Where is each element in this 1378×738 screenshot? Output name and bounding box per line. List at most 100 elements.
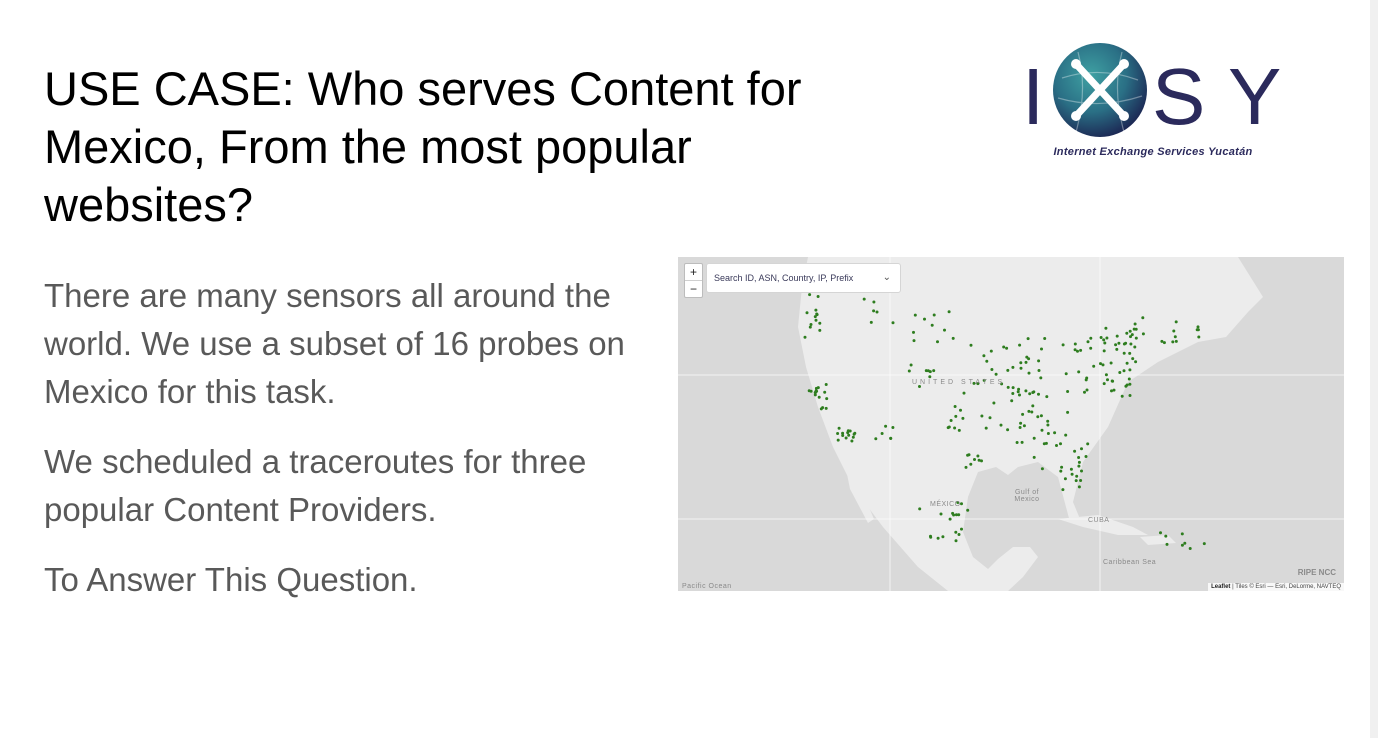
probe-dot[interactable] (851, 435, 855, 439)
probe-dot[interactable] (1114, 343, 1118, 347)
probe-dot[interactable] (976, 382, 980, 386)
probe-dot[interactable] (1129, 335, 1132, 339)
probe-dot[interactable] (980, 459, 983, 463)
probe-dot[interactable] (825, 397, 829, 401)
probe-dot[interactable] (957, 533, 961, 536)
probe-dot[interactable] (1164, 534, 1168, 538)
probe-dot[interactable] (1196, 325, 1200, 329)
probe-markers[interactable] (803, 283, 1206, 550)
probe-map[interactable]: + − ⌄ UNITED STATES MÉXICO Gulf of Mexic… (678, 257, 1344, 591)
probe-dot[interactable] (954, 539, 958, 543)
probe-dot[interactable] (1074, 479, 1078, 483)
probe-dot[interactable] (1099, 362, 1102, 366)
probe-dot[interactable] (1027, 357, 1031, 361)
probe-dot[interactable] (1103, 341, 1107, 345)
probe-dot[interactable] (1027, 371, 1031, 375)
probe-dot[interactable] (1128, 382, 1132, 386)
probe-dot[interactable] (992, 401, 996, 405)
probe-dot[interactable] (880, 432, 884, 435)
probe-dot[interactable] (1039, 414, 1043, 418)
probe-dot[interactable] (1031, 404, 1035, 408)
probe-dot[interactable] (985, 359, 989, 363)
probe-dot[interactable] (1079, 479, 1083, 482)
probe-dot[interactable] (1077, 460, 1081, 464)
probe-dot[interactable] (1124, 384, 1128, 388)
probe-dot[interactable] (1018, 343, 1022, 347)
probe-dot[interactable] (926, 369, 930, 373)
probe-dot[interactable] (957, 513, 961, 517)
probe-dot[interactable] (1005, 346, 1009, 350)
probe-dot[interactable] (1104, 373, 1108, 377)
probe-dot[interactable] (823, 390, 827, 394)
probe-dot[interactable] (948, 517, 952, 521)
probe-dot[interactable] (1160, 339, 1164, 343)
probe-dot[interactable] (872, 300, 876, 304)
probe-dot[interactable] (1036, 415, 1040, 419)
probe-dot[interactable] (1027, 409, 1031, 413)
probe-dot[interactable] (959, 408, 962, 412)
probe-dot[interactable] (1110, 379, 1114, 383)
probe-dot[interactable] (1105, 336, 1109, 340)
probe-dot[interactable] (966, 508, 970, 512)
probe-dot[interactable] (1141, 332, 1145, 336)
probe-dot[interactable] (1086, 340, 1090, 344)
probe-dot[interactable] (909, 363, 913, 367)
probe-dot[interactable] (936, 340, 939, 344)
probe-dot[interactable] (947, 310, 951, 314)
probe-dot[interactable] (1037, 359, 1041, 363)
probe-dot[interactable] (1165, 542, 1169, 546)
probe-dot[interactable] (1021, 412, 1025, 416)
probe-dot[interactable] (1037, 369, 1041, 372)
probe-dot[interactable] (809, 323, 813, 326)
probe-dot[interactable] (912, 330, 915, 334)
probe-dot[interactable] (1112, 388, 1116, 392)
probe-search[interactable]: ⌄ (706, 263, 901, 293)
probe-dot[interactable] (1089, 346, 1093, 350)
probe-dot[interactable] (1159, 531, 1162, 535)
probe-dot[interactable] (889, 437, 893, 440)
probe-dot[interactable] (1066, 390, 1070, 393)
probe-dot[interactable] (1124, 341, 1128, 345)
probe-dot[interactable] (1115, 347, 1119, 351)
probe-dot[interactable] (1196, 328, 1200, 332)
probe-dot[interactable] (1109, 361, 1113, 365)
probe-dot[interactable] (1134, 360, 1138, 364)
probe-dot[interactable] (1017, 387, 1021, 391)
probe-dot[interactable] (1073, 342, 1077, 346)
probe-dot[interactable] (853, 431, 857, 435)
probe-dot[interactable] (1174, 320, 1178, 324)
probe-dot[interactable] (1028, 392, 1032, 396)
probe-dot[interactable] (1032, 436, 1036, 440)
probe-dot[interactable] (1011, 386, 1015, 390)
probe-dot[interactable] (1018, 426, 1022, 429)
probe-dot[interactable] (1073, 348, 1077, 352)
probe-dot[interactable] (872, 309, 876, 313)
probe-dot[interactable] (818, 321, 822, 325)
chevron-down-icon[interactable]: ⌄ (882, 272, 891, 283)
zoom-out-button[interactable]: − (685, 280, 702, 297)
probe-dot[interactable] (1006, 368, 1010, 372)
probe-dot[interactable] (1061, 488, 1065, 492)
probe-dot[interactable] (1102, 338, 1106, 342)
probe-dot[interactable] (1141, 316, 1145, 320)
probe-dot[interactable] (884, 424, 888, 428)
probe-dot[interactable] (953, 426, 957, 430)
probe-dot[interactable] (918, 507, 922, 511)
probe-dot[interactable] (836, 438, 840, 442)
probe-dot[interactable] (1197, 335, 1201, 339)
probe-dot[interactable] (1172, 329, 1176, 333)
probe-dot[interactable] (1031, 391, 1035, 394)
probe-dot[interactable] (803, 335, 807, 339)
probe-dot[interactable] (972, 381, 976, 385)
probe-dot[interactable] (928, 375, 932, 379)
probe-dot[interactable] (1073, 449, 1077, 453)
probe-dot[interactable] (1104, 326, 1108, 330)
probe-dot[interactable] (960, 502, 963, 506)
probe-dot[interactable] (1122, 351, 1126, 355)
probe-dot[interactable] (1064, 433, 1068, 437)
probe-dot[interactable] (1070, 472, 1074, 476)
probe-dot[interactable] (862, 297, 866, 301)
probe-dot[interactable] (1077, 370, 1081, 374)
probe-dot[interactable] (813, 393, 817, 397)
probe-dot[interactable] (1002, 345, 1006, 349)
